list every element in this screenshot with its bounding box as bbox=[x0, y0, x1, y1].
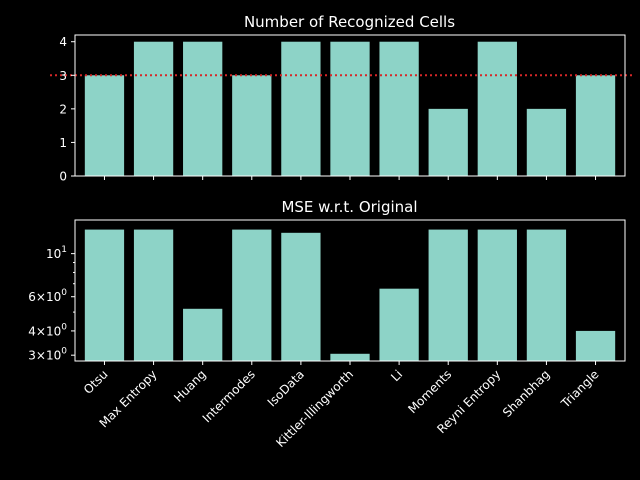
axes-recognized-cells: 0 1 2 3 4 bbox=[59, 34, 626, 184]
bar-reyni-entropy bbox=[477, 41, 517, 176]
bar-moments bbox=[428, 108, 468, 176]
bar-triangle bbox=[575, 330, 616, 361]
y-tick-label: 6×100 bbox=[28, 288, 67, 304]
y-tick-label: 4 bbox=[59, 35, 67, 49]
bar-huang bbox=[183, 308, 223, 361]
chart-title-recognized-cells: Number of Recognized Cells bbox=[244, 13, 455, 31]
bar-intermodes bbox=[232, 229, 272, 361]
bar-reyni-entropy bbox=[477, 229, 517, 361]
bar-shanbhag bbox=[526, 108, 567, 176]
bar-isodata bbox=[281, 232, 321, 361]
y-tick-label: 3×100 bbox=[28, 347, 67, 363]
bar-huang bbox=[183, 41, 223, 176]
bar-li bbox=[379, 41, 419, 176]
bar-li bbox=[379, 288, 419, 361]
bar-max-entropy bbox=[133, 41, 174, 176]
y-tick-label: 101 bbox=[46, 245, 67, 261]
bar-isodata bbox=[281, 41, 321, 176]
bars-mse bbox=[84, 229, 616, 361]
chart-title-mse: MSE w.r.t. Original bbox=[281, 198, 417, 216]
y-tick-label: 0 bbox=[59, 170, 67, 184]
bar-otsu bbox=[84, 75, 125, 176]
y-tick-label: 4×100 bbox=[28, 322, 67, 338]
y-tick-label: 2 bbox=[59, 102, 67, 116]
bars-recognized-cells bbox=[84, 41, 616, 176]
bar-kittler-illingworth bbox=[330, 41, 370, 176]
bar-otsu bbox=[84, 229, 125, 361]
y-tick-label: 1 bbox=[59, 136, 67, 150]
panel-recognized-cells: Number of Recognized Cells 0 1 2 3 4 bbox=[50, 13, 632, 184]
bar-max-entropy bbox=[133, 229, 174, 361]
bar-kittler-illingworth bbox=[330, 353, 370, 361]
bar-moments bbox=[428, 229, 468, 361]
y-tick-label: 3 bbox=[59, 69, 67, 83]
bar-intermodes bbox=[232, 75, 272, 176]
bar-shanbhag bbox=[526, 229, 567, 361]
bar-triangle bbox=[575, 75, 616, 176]
